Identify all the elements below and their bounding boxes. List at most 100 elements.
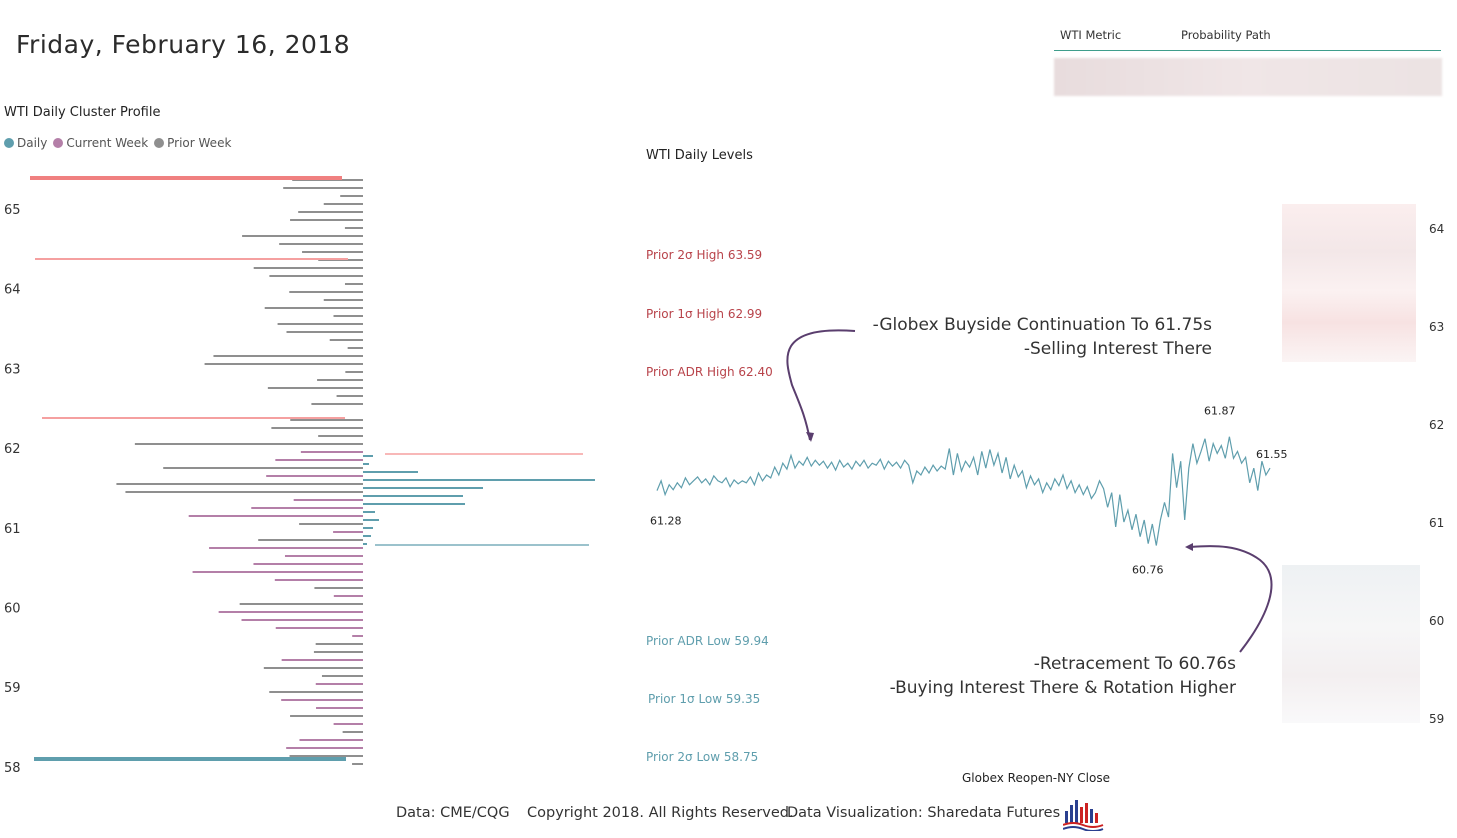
profile-bar	[281, 659, 363, 661]
profile-bar	[253, 563, 363, 565]
right-axis-tick: 62	[1429, 418, 1444, 432]
metric-column-header[interactable]: WTI Metric	[1060, 28, 1122, 42]
profile-bar	[342, 731, 363, 733]
legend-item-current-week[interactable]: Current Week	[53, 136, 148, 150]
profile-title: WTI Daily Cluster Profile	[4, 105, 161, 120]
profile-bar	[352, 763, 363, 765]
point-label: 61.55	[1256, 448, 1288, 461]
right-axis-tick: 61	[1429, 516, 1444, 530]
annotation-bottom-line1: -Retracement To 60.76s	[1033, 654, 1236, 674]
annotation-bottom: -Retracement To 60.76s -Buying Interest …	[836, 652, 1236, 700]
legend-label-daily: Daily	[17, 136, 48, 150]
profile-bar	[298, 211, 363, 213]
profile-bar	[333, 531, 363, 533]
profile-bar	[333, 723, 363, 725]
profile-bar	[286, 331, 363, 333]
profile-y-tick: 59	[4, 681, 21, 696]
profile-bar-daily	[363, 511, 375, 513]
profile-bar-daily	[363, 495, 463, 497]
profile-bar	[289, 291, 363, 293]
profile-legend: Daily Current Week Prior Week	[4, 136, 231, 150]
profile-bar-daily	[363, 487, 483, 489]
profile-bar-daily	[363, 471, 418, 473]
profile-bar	[323, 203, 363, 205]
levels-title: WTI Daily Levels	[646, 148, 753, 163]
footer-copyright: Copyright 2018. All Rights Reserved.	[527, 805, 794, 821]
profile-bar	[317, 379, 363, 381]
right-axis-tick: 60	[1429, 614, 1444, 628]
metric-table-row-redacted	[1054, 58, 1442, 96]
page-title: Friday, February 16, 2018	[16, 30, 351, 59]
profile-bar	[333, 315, 363, 317]
profile-bar	[290, 219, 363, 221]
annotation-top: -Globex Buyside Continuation To 61.75s -…	[812, 313, 1212, 361]
profile-bar	[314, 587, 363, 589]
profile-bar-daily	[363, 463, 369, 465]
annotation-arrow-top	[786, 329, 856, 441]
profile-bar	[313, 651, 363, 653]
profile-bar	[263, 667, 363, 669]
sharedata-logo	[1063, 800, 1104, 831]
level-prior-2s-high: Prior 2σ High 63.59	[646, 248, 763, 262]
profile-bar	[336, 395, 363, 397]
legend-dot-daily	[4, 138, 14, 148]
profile-bar	[281, 699, 363, 701]
profile-bar	[293, 499, 363, 501]
profile-bar	[241, 619, 363, 621]
profile-bar	[290, 715, 363, 717]
profile-bar	[188, 515, 363, 517]
profile-y-tick: 65	[4, 203, 21, 218]
annotation-arrow-bottom	[1189, 545, 1273, 653]
profile-bar	[316, 707, 363, 709]
cluster-profile-chart: 65 64 63 62 61 60 59 58	[4, 176, 595, 776]
level-prior-1s-high: Prior 1σ High 62.99	[646, 307, 763, 321]
profile-y-tick: 63	[4, 362, 21, 377]
footer-data-source: Data: CME/CQG	[396, 805, 510, 821]
profile-bar	[283, 187, 363, 189]
profile-bar	[279, 243, 363, 245]
profile-bar	[242, 235, 363, 237]
profile-bar	[269, 275, 363, 277]
profile-bar	[345, 371, 363, 373]
profile-bar	[209, 547, 363, 549]
probability-path-column-header[interactable]: Probability Path	[1181, 28, 1271, 42]
legend-label-prior-week: Prior Week	[167, 136, 232, 150]
annotation-arrowhead-top	[806, 432, 814, 442]
redacted-panel-top	[1282, 204, 1416, 362]
profile-y-tick: 64	[4, 283, 21, 298]
profile-bar	[352, 635, 363, 637]
profile-bar	[266, 475, 363, 477]
profile-bar	[277, 323, 363, 325]
profile-bar	[213, 355, 363, 357]
right-axis-tick: 63	[1429, 320, 1444, 334]
profile-bar	[271, 427, 363, 429]
annotation-top-line1: -Globex Buyside Continuation To 61.75s	[872, 315, 1212, 335]
legend-item-prior-week[interactable]: Prior Week	[154, 136, 231, 150]
profile-bar	[134, 443, 363, 445]
profile-bar	[299, 523, 363, 525]
profile-bar-daily	[363, 535, 371, 537]
redacted-panel-bottom	[1282, 565, 1420, 723]
profile-bar	[192, 571, 363, 573]
legend-dot-prior-week	[154, 138, 165, 148]
legend-item-daily[interactable]: Daily	[4, 136, 47, 150]
profile-bar	[311, 403, 363, 405]
level-prior-1s-low: Prior 1σ Low 59.35	[648, 692, 761, 706]
legend-label-current-week: Current Week	[66, 136, 149, 150]
profile-bar	[218, 611, 363, 613]
metric-table-header: WTI Metric Probability Path	[1054, 28, 1441, 51]
profile-bar	[284, 555, 363, 557]
profile-bar-daily	[363, 479, 595, 481]
profile-y-tick: 58	[4, 761, 21, 776]
profile-bar	[264, 307, 363, 309]
wti-line-chart: 64 63 62 61 60 59 61.28 60.76 61.87 61.55	[650, 222, 1444, 726]
profile-bar	[290, 419, 363, 421]
profile-bar	[275, 459, 363, 461]
x-axis-label: Globex Reopen-NY Close	[962, 771, 1110, 785]
profile-bar	[300, 451, 363, 453]
profile-bar	[274, 579, 363, 581]
annotation-top-line2: -Selling Interest There	[1023, 339, 1212, 359]
annotation-bottom-line2: -Buying Interest There & Rotation Higher	[889, 678, 1236, 698]
profile-y-tick: 60	[4, 602, 21, 617]
profile-bar	[344, 227, 363, 229]
